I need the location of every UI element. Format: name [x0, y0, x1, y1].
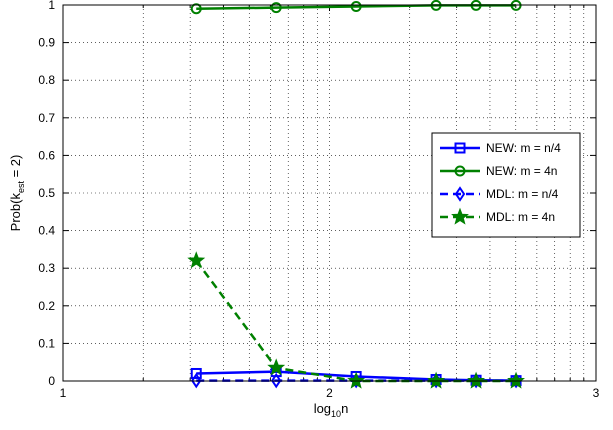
data-point-square — [454, 142, 466, 154]
x-axis-label-main: log — [314, 401, 331, 416]
series-2 — [190, 0, 522, 15]
data-point-diamond — [191, 372, 202, 389]
data-point-star — [467, 371, 486, 389]
x-axis-label: log10n — [314, 401, 349, 419]
data-point-diamond — [270, 372, 282, 389]
data-point-star — [267, 358, 286, 376]
y-axis-label-sub: est — [16, 181, 26, 194]
y-tick-label: 0.1 — [38, 336, 55, 350]
data-point-square — [190, 367, 202, 379]
data-point-circle — [270, 2, 282, 14]
legend-entry: NEW: m = n/4 — [440, 141, 561, 155]
x-tick-label: 2 — [326, 386, 333, 400]
y-tick-label: 1 — [48, 0, 55, 12]
y-axis-label: Prob(kest = 2) — [8, 155, 26, 232]
legend-label: MDL: m = 4n — [486, 210, 555, 224]
data-point-star — [347, 371, 366, 389]
legend-entry: NEW: m = 4n — [440, 164, 557, 178]
legend: NEW: m = n/4 NEW: m = 4n MDL: m = n/4 MDL: … — [431, 132, 581, 238]
x-tick-label: 3 — [593, 386, 600, 400]
y-tick-label: 0.2 — [38, 299, 55, 313]
plot-frame — [62, 4, 597, 382]
legend-entry: MDL: m = 4n — [440, 207, 555, 225]
y-tick-label: 0.4 — [38, 224, 55, 238]
y-tick-label: 0.5 — [38, 186, 55, 200]
data-point-diamond — [454, 186, 466, 202]
legend-entry: MDL: m = n/4 — [440, 186, 559, 202]
legend-label: NEW: m = n/4 — [486, 141, 561, 155]
data-point-star — [427, 371, 446, 389]
y-axis-label-tail: = 2) — [8, 155, 23, 181]
series-4 — [187, 251, 525, 389]
series-line — [196, 4, 517, 11]
y-tick-label: 0.7 — [38, 111, 55, 125]
data-point-circle — [350, 1, 362, 13]
data-point-circle — [190, 3, 202, 15]
data-point-circle — [454, 165, 466, 177]
data-point-star — [451, 207, 469, 225]
data-point-star — [507, 371, 525, 389]
data-point-star — [187, 251, 206, 269]
y-tick-label: 0.6 — [38, 148, 55, 162]
tick-labels: 1 2 3 0 0.1 0.2 0.3 0.4 0.5 0.6 0.7 0.8 0.9 1 — [38, 0, 599, 400]
x-axis-label-tail: n — [341, 401, 348, 416]
series-line — [195, 259, 517, 383]
x-axis-label-sub: 10 — [331, 409, 341, 419]
y-tick-label: 0.9 — [38, 36, 55, 50]
legend-label: NEW: m = 4n — [486, 164, 557, 178]
y-tick-label: 0 — [48, 374, 55, 388]
y-axis-label-main: Prob(k — [8, 193, 23, 232]
x-tick-label: 1 — [60, 386, 67, 400]
legend-label: MDL: m = n/4 — [486, 187, 559, 201]
y-tick-label: 0.8 — [38, 73, 55, 87]
y-tick-label: 0.3 — [38, 261, 55, 275]
